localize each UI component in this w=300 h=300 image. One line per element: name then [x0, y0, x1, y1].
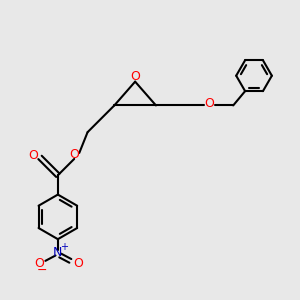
Text: +: + [60, 242, 68, 252]
Text: O: O [130, 70, 140, 83]
Text: O: O [69, 148, 79, 161]
Text: O: O [28, 149, 38, 162]
Text: N: N [53, 246, 62, 259]
Text: O: O [34, 257, 44, 270]
Text: −: − [37, 264, 47, 277]
Text: O: O [73, 257, 83, 270]
Text: O: O [205, 98, 214, 110]
